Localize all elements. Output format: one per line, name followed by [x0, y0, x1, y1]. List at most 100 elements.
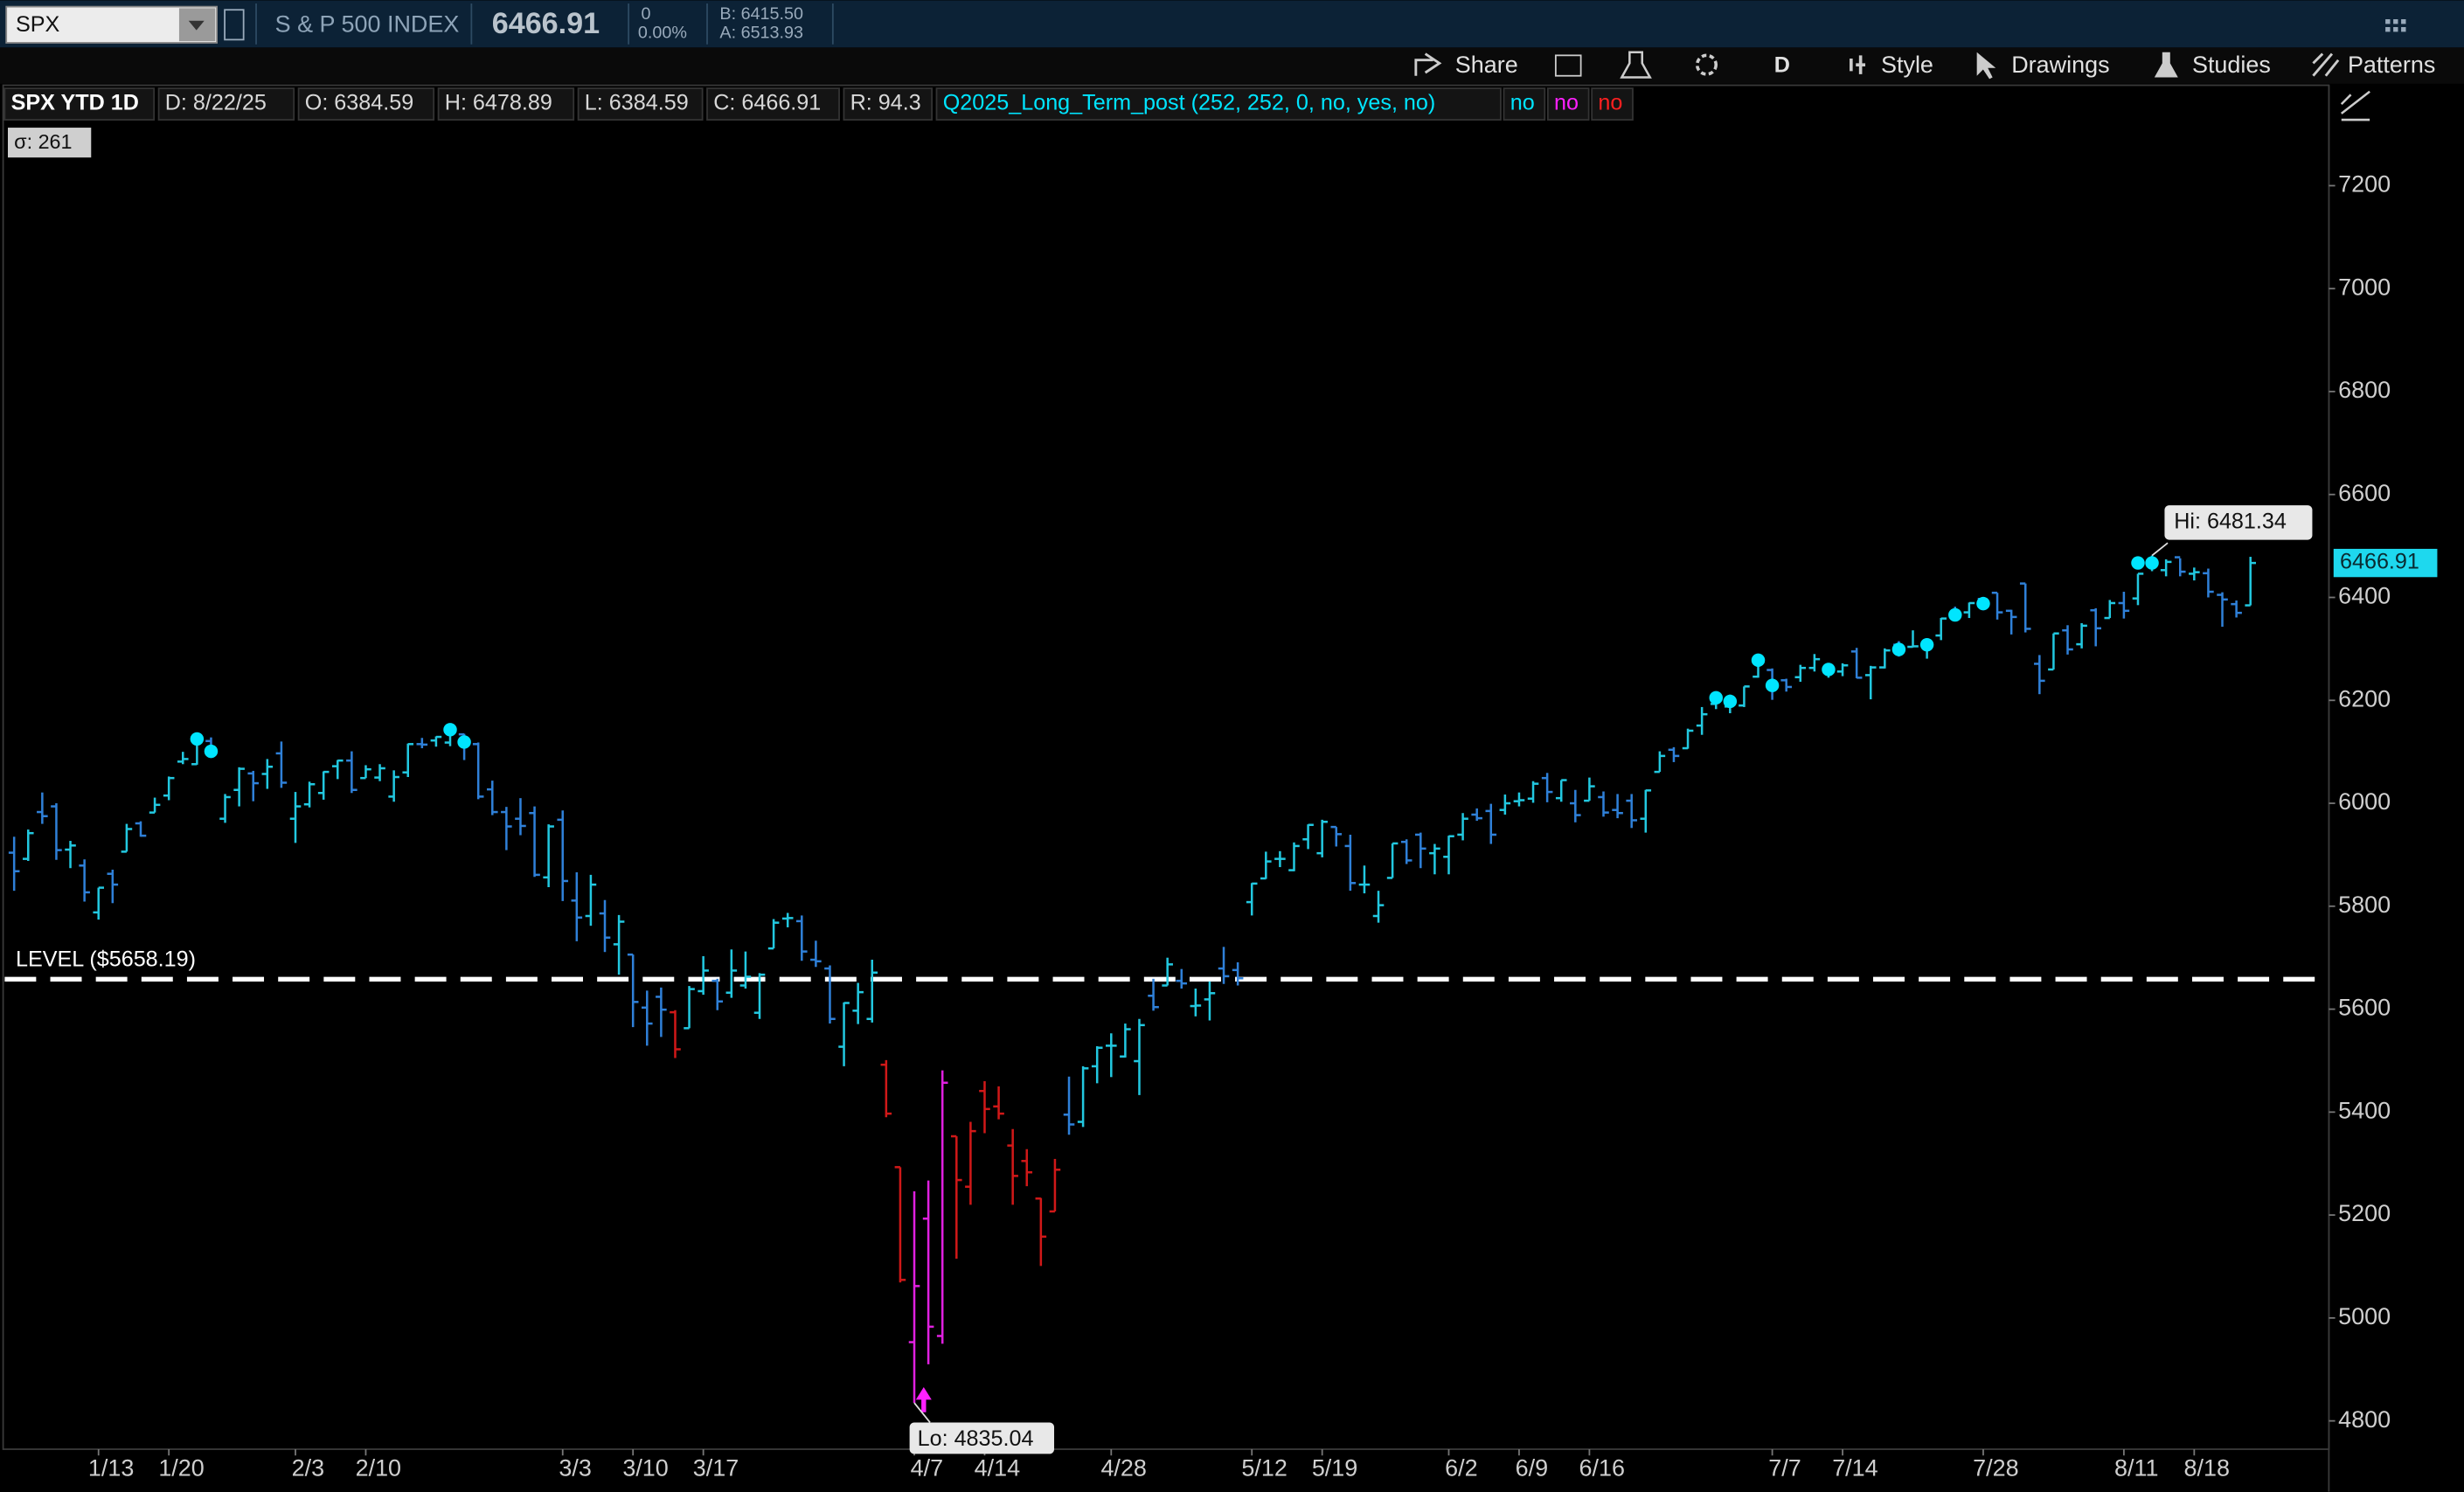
bid: B: 6415.50: [719, 4, 803, 24]
hi-label: Hi: 6481.34: [2174, 509, 2287, 533]
y-tick-label: 7000: [2338, 274, 2391, 300]
x-tick-label: 6/16: [1579, 1455, 1625, 1482]
sigma: σ: 261: [14, 130, 72, 153]
flask-icon[interactable]: [1620, 51, 1652, 79]
toolbar-button[interactable]: Share: [1455, 52, 1518, 78]
signal-dot: [2131, 556, 2145, 570]
study-flag-box: [1503, 87, 1546, 121]
toolbar-button[interactable]: Studies: [2192, 52, 2271, 78]
signal-dot: [1919, 637, 1934, 652]
grid-menu-icon[interactable]: [2385, 19, 2406, 32]
study-flag: no: [1554, 91, 1579, 115]
studies-icon: [2154, 52, 2178, 78]
study-label-box: [935, 87, 1502, 121]
toolbar-button[interactable]: Style: [1881, 52, 1933, 78]
signal-dot: [1751, 653, 1766, 668]
signal-dot: [443, 723, 457, 737]
aggregation[interactable]: D: [1774, 53, 1790, 78]
x-tick-label: 8/11: [2114, 1455, 2158, 1482]
signal-dot: [1822, 663, 1836, 677]
quote-bar: [0, 0, 2464, 48]
x-tick-label: 8/18: [2183, 1455, 2229, 1482]
y-tick-label: 5800: [2338, 892, 2391, 918]
study-label: Q2025_Long_Term_post (252, 252, 0, no, y…: [943, 91, 1436, 115]
link-icon[interactable]: [224, 9, 245, 41]
signal-dot: [1765, 678, 1780, 692]
header-field: R: 94.3: [850, 91, 921, 115]
x-tick-label: 4/7: [911, 1455, 943, 1482]
header-field: D: 8/22/25: [165, 91, 267, 115]
y-tick-label: 6400: [2338, 583, 2391, 609]
hi-pointer: [2151, 542, 2169, 557]
lo-label: Lo: 4835.04: [918, 1426, 1034, 1451]
x-tick-label: 7/28: [1973, 1455, 2018, 1482]
last-price-label: 6466.91: [2340, 550, 2419, 574]
y-tick-label: 6800: [2338, 377, 2391, 403]
x-tick-label: 7/7: [1768, 1455, 1801, 1482]
last-price-tag: [2333, 548, 2438, 578]
x-tick-label: 4/14: [975, 1455, 1020, 1482]
chart-title-box: [3, 87, 156, 121]
style-icon: [1850, 55, 1866, 74]
header-field-box: [157, 87, 295, 121]
signal-dot: [204, 744, 219, 759]
signal-dot: [2145, 556, 2159, 570]
x-tick-label: 1/13: [88, 1455, 134, 1482]
header-field-box: [843, 87, 934, 121]
symbol: SPX: [16, 12, 60, 37]
x-tick-label: 2/3: [292, 1455, 324, 1482]
y-tick-label: 5400: [2338, 1097, 2391, 1123]
axis-tool-icon[interactable]: [2340, 90, 2370, 121]
x-tick-label: 3/17: [693, 1455, 739, 1482]
header-field: H: 6478.89: [445, 91, 552, 115]
y-tick-label: 5600: [2338, 995, 2391, 1021]
signal-dot: [1976, 596, 1990, 611]
x-tick-label: 3/3: [559, 1455, 591, 1482]
header-field: L: 6384.59: [585, 91, 689, 115]
toolbar: [0, 47, 2464, 84]
y-tick-label: 6200: [2338, 685, 2391, 711]
study-flag: no: [1598, 91, 1622, 115]
hi-box: [2164, 505, 2313, 540]
study-flag-box: [1546, 87, 1590, 121]
x-tick-label: 5/12: [1241, 1455, 1287, 1482]
x-tick-label: 2/10: [356, 1455, 401, 1482]
snapshot-icon[interactable]: [1554, 54, 1582, 77]
header-field-box: [706, 87, 840, 121]
toolbar-button[interactable]: Drawings: [2011, 52, 2109, 78]
ask: A: 6513.93: [719, 23, 803, 42]
y-tick-label: 7200: [2338, 171, 2391, 198]
lo-box: [909, 1422, 1055, 1454]
header-field-box: [297, 87, 435, 121]
y-tick-label: 6600: [2338, 480, 2391, 506]
dropdown-arrow: [188, 20, 205, 31]
change: 0: [642, 4, 651, 24]
level-label: LEVEL ($5658.19): [16, 947, 196, 971]
patterns-icon: [2312, 52, 2340, 77]
toolbar-button[interactable]: Patterns: [2348, 52, 2435, 78]
header-field-box: [577, 87, 704, 121]
signal-dot: [1723, 694, 1738, 709]
change-percent: 0.00%: [638, 23, 687, 42]
chart-title: SPX YTD 1D: [11, 91, 139, 115]
x-tick-label: 1/20: [158, 1455, 204, 1482]
buy-arrow: [915, 1387, 932, 1412]
signal-dot: [457, 735, 471, 749]
x-tick-label: 6/2: [1445, 1455, 1477, 1482]
y-tick-label: 5000: [2338, 1303, 2391, 1329]
drawings-icon: [1976, 52, 1996, 80]
sigma-box: [7, 128, 92, 158]
signal-dot: [1709, 690, 1723, 705]
x-tick-label: 6/9: [1516, 1455, 1548, 1482]
settings-icon[interactable]: [1695, 53, 1718, 76]
header-field: C: 6466.91: [713, 91, 821, 115]
signal-dot: [1891, 642, 1906, 656]
study-flag-box: [1591, 87, 1634, 121]
y-tick-label: 6000: [2338, 788, 2391, 815]
study-flag: no: [1510, 91, 1535, 115]
y-tick-label: 5200: [2338, 1200, 2391, 1226]
x-tick-label: 5/19: [1312, 1455, 1357, 1482]
